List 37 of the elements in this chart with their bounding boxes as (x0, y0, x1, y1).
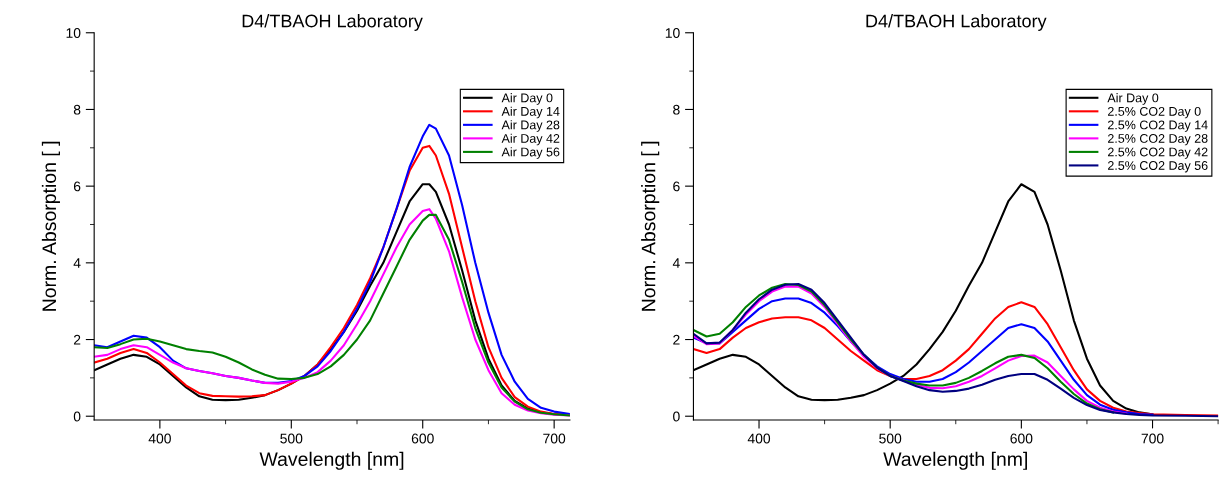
y-tick-label: 0 (673, 411, 680, 422)
y-axis-title: Norm. Absorption [ ] (641, 141, 660, 311)
y-tick-label: 2 (673, 334, 680, 345)
y-tick-label: 10 (665, 28, 680, 38)
legend-label: Air Day 0 (1107, 93, 1159, 105)
legend-label: 2.5% CO2 Day 28 (1108, 134, 1208, 146)
chart-title: D4/TBAOH Laboratory (866, 14, 1047, 31)
legend-label: 2.5% CO2 Day 0 (1108, 106, 1201, 119)
y-tick-label: 2 (73, 334, 81, 345)
legend-label: Air Day 28 (501, 120, 560, 132)
x-tick-label: 500 (879, 433, 902, 444)
y-tick-label: 4 (73, 258, 81, 268)
chart-title: D4/TBAOH Laboratory (242, 14, 423, 31)
legend-label: 2.5% CO2 Day 56 (1108, 161, 1208, 173)
x-tick-label: 600 (1010, 433, 1033, 444)
legend-label: Air Day 0 (501, 93, 553, 105)
x-tick-label: 700 (1141, 433, 1164, 444)
y-tick-label: 4 (672, 258, 680, 268)
y-tick-label: 8 (673, 104, 680, 115)
x-axis-title: Wavelength [nm] (259, 451, 404, 470)
x-tick-label: 600 (411, 433, 434, 444)
legend-label: 2.5% CO2 Day 42 (1108, 147, 1208, 159)
y-tick-label: 8 (73, 104, 81, 115)
y-tick-label: 10 (66, 28, 81, 38)
x-tick-label: 700 (543, 433, 566, 444)
y-axis-title: Norm. Absorption [ ] (41, 141, 60, 311)
y-tick-label: 6 (73, 181, 81, 192)
legend-label: Air Day 14 (501, 106, 560, 119)
legend-label: Air Day 42 (501, 133, 560, 146)
x-tick-label: 400 (747, 433, 771, 444)
y-tick-label: 6 (673, 181, 680, 192)
x-axis-title: Wavelength [nm] (883, 451, 1027, 470)
x-tick-label: 500 (280, 433, 303, 444)
legend-label: 2.5% CO2 Day 14 (1108, 120, 1208, 132)
y-tick-label: 0 (73, 411, 81, 422)
legend-label: Air Day 56 (501, 147, 560, 159)
x-tick-label: 400 (148, 433, 171, 444)
